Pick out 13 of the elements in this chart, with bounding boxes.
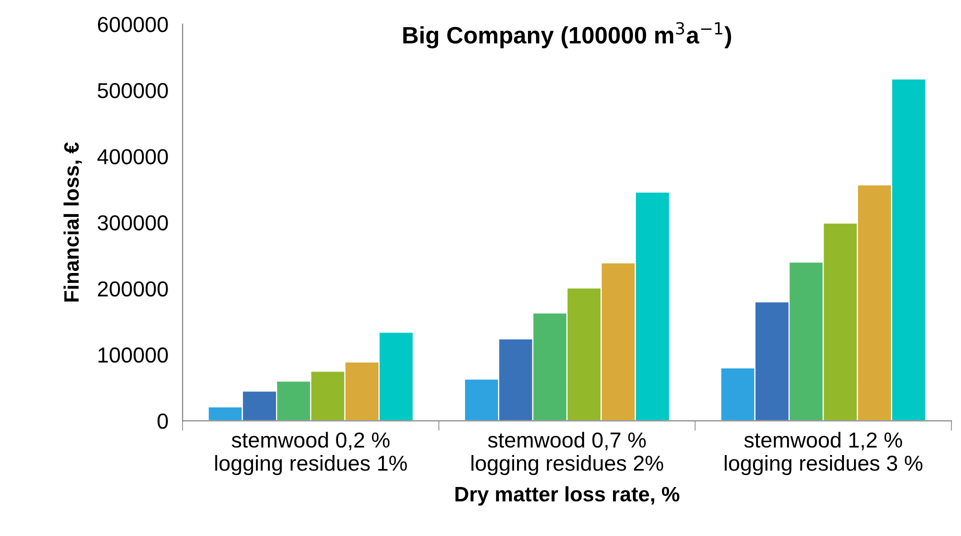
x-tick-label: stemwood 1,2 % logging residues 3 % — [724, 432, 922, 476]
chart-title: Big Company (100000 m$^{3}$a$^{−1}$) — [403, 22, 732, 48]
y-tick-label: 600000 — [98, 16, 168, 32]
x-tick-label: stemwood 0,2 % logging residues 1% — [215, 432, 407, 476]
y-tick-label: 200000 — [98, 281, 168, 297]
y-tick-label: 500000 — [98, 82, 168, 98]
x-tick-label: stemwood 0,7 % logging residues 2% — [472, 432, 664, 476]
y-axis-title: Financial loss, € — [64, 142, 82, 302]
y-tick-label: 100000 — [98, 347, 168, 363]
y-tick-label: 400000 — [97, 149, 168, 164]
y-tick-label: 0 — [158, 414, 168, 429]
y-tick-label: 300000 — [98, 215, 168, 230]
x-axis-title: Dry matter loss rate, % — [455, 486, 680, 506]
